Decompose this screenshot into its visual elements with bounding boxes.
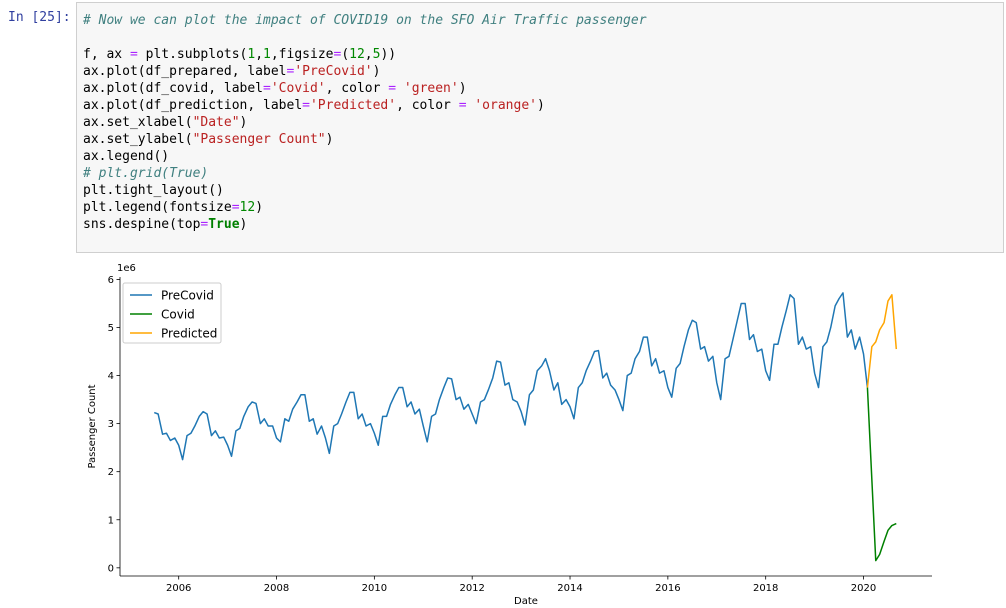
code-line: ax.plot(df_prediction, label='Predicted'…: [83, 98, 545, 113]
code-line: plt.legend(fontsize=12): [83, 200, 264, 215]
cell-prompt: In [25]:: [8, 10, 71, 25]
x-tick-label: 2008: [264, 583, 289, 594]
code-line: ax.set_xlabel("Date"): [83, 115, 248, 130]
code-line: ax.plot(df_prepared, label='PreCovid'): [83, 64, 381, 79]
code-line: sns.despine(top=True): [83, 217, 248, 232]
x-tick-label: 2018: [753, 583, 778, 594]
code-line: ax.legend(): [83, 149, 170, 164]
x-axis-label: Date: [514, 596, 538, 607]
code-line: [83, 29, 1003, 46]
x-tick-label: 2016: [655, 583, 680, 594]
x-tick-label: 2014: [557, 583, 582, 594]
x-tick-label: 2012: [459, 583, 484, 594]
y-tick-label: 5: [108, 323, 114, 334]
y-offset-label: 1e6: [117, 263, 136, 274]
series-line: [866, 294, 898, 388]
legend-label: Predicted: [161, 327, 217, 341]
y-tick-label: 4: [108, 371, 114, 382]
legend-label: PreCovid: [161, 289, 214, 303]
y-tick-label: 2: [108, 467, 114, 478]
x-tick-label: 2010: [362, 583, 387, 594]
chart: 0 1 2 3 4 5 6 2006 2008 2010 2012 2014 2016 2018 2020 1…: [87, 263, 932, 607]
x-tick-label: 2006: [166, 583, 191, 594]
series-line: [866, 387, 897, 562]
y-tick-label: 0: [108, 563, 114, 574]
x-tick-label: 2020: [851, 583, 876, 594]
y-axis-label: Passenger Count: [87, 384, 98, 468]
code-cell[interactable]: # Now we can plot the impact of COVID19 …: [76, 2, 1004, 253]
code-line: f, ax = plt.subplots(1,1,figsize=(12,5)): [83, 47, 397, 62]
legend-label: Covid: [161, 308, 195, 322]
code-line: plt.tight_layout(): [83, 183, 224, 198]
code-line: ax.plot(df_covid, label='Covid', color =…: [83, 81, 467, 96]
series-line: [153, 292, 869, 461]
y-tick-label: 3: [108, 419, 114, 430]
y-tick-label: 1: [108, 515, 114, 526]
code-line: # plt.grid(True): [83, 166, 209, 181]
legend-box: [122, 282, 222, 344]
code-line: ax.set_ylabel("Passenger Count"): [83, 132, 334, 147]
code-line: # Now we can plot the impact of COVID19 …: [83, 13, 647, 28]
y-tick-label: 6: [108, 275, 114, 286]
